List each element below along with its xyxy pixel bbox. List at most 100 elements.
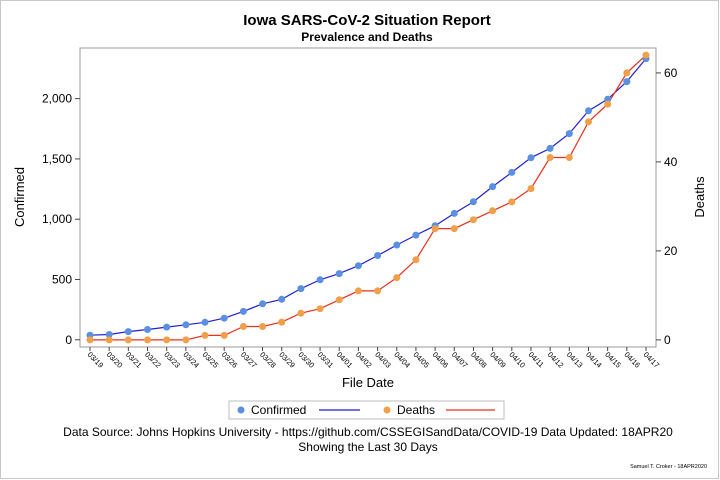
point-deaths [585,118,592,126]
y-left-tick-label: 1,500 [42,152,72,166]
point-deaths [220,331,228,339]
point-confirmed [508,168,516,176]
chart-title: Iowa SARS-CoV-2 Situation Report [243,12,491,29]
point-confirmed [469,198,477,206]
y-right-axis: 0 20 40 60 [656,66,678,347]
x-tick-label: 03/26 [220,350,240,370]
x-tick-label: 03/25 [201,350,221,370]
x-tick-label: 04/03 [373,350,393,370]
x-axis-label: File Date [342,375,394,390]
point-confirmed [450,209,458,217]
point-confirmed [374,252,382,259]
point-confirmed [335,270,343,278]
point-confirmed [412,231,420,239]
point-deaths [527,185,535,193]
legend-confirmed-marker [237,406,245,414]
legend-confirmed-label: Confirmed [251,403,306,417]
x-tick-label: 04/07 [450,350,470,370]
point-confirmed [316,276,324,284]
point-deaths [124,336,132,344]
x-tick-label: 04/17 [642,350,662,370]
x-tick-label: 04/04 [392,350,412,370]
legend-deaths-label: Deaths [397,403,435,417]
point-deaths [393,274,401,282]
data-source-note: Data Source: Johns Hopkins University - … [63,425,673,439]
point-deaths [259,323,267,330]
author-credit: Samuel T. Croker - 18APR2020 [630,464,707,470]
point-confirmed [163,323,171,331]
x-tick-label: 03/29 [277,350,297,370]
point-deaths [412,256,420,264]
point-confirmed [259,300,267,308]
x-tick-label: 04/08 [469,350,489,370]
x-tick-label: 04/16 [622,350,642,370]
x-tick-label: 03/22 [143,350,163,370]
y-left-tick-label: 0 [65,333,72,347]
point-confirmed [354,262,362,270]
series-line-deaths [90,54,647,341]
point-deaths [144,336,151,344]
chart-subtitle: Prevalence and Deaths [301,30,433,44]
series-lines [89,54,647,341]
point-deaths [469,216,477,224]
point-confirmed [124,328,132,336]
point-confirmed [604,95,612,103]
legend: Confirmed Deaths [228,400,505,420]
x-tick-label: 03/23 [162,350,182,370]
point-confirmed [623,78,631,86]
legend-deaths-marker [383,406,391,414]
point-deaths [354,287,362,295]
x-tick-label: 04/14 [584,350,604,370]
y-right-tick-label: 40 [664,155,678,169]
x-tick-label: 04/10 [507,350,527,370]
x-tick-label: 04/11 [527,350,546,369]
point-confirmed [546,144,554,152]
x-tick-label: 04/12 [546,350,566,370]
point-deaths [374,287,382,295]
point-confirmed [278,295,286,303]
point-deaths [565,154,573,161]
point-confirmed [297,285,305,293]
x-tick-label: 03/20 [105,350,125,370]
point-deaths [335,296,343,304]
window-note: Showing the Last 30 Days [298,440,437,454]
y-left-axis-label: Confirmed [12,167,27,227]
x-tick-label: 03/24 [181,350,201,370]
point-deaths [508,198,516,206]
y-right-axis-label: Deaths [692,176,707,218]
point-deaths [297,309,305,317]
legend-box [228,400,505,420]
point-deaths [278,318,286,326]
y-left-tick-label: 500 [52,272,72,286]
x-tick-label: 04/06 [431,350,451,370]
x-tick-label: 03/27 [239,350,259,370]
point-confirmed [565,130,573,138]
point-confirmed [105,331,113,338]
point-deaths [201,331,209,339]
plot-area [79,47,657,348]
series-markers [86,51,650,344]
x-tick-label: 04/13 [565,350,585,370]
point-deaths [182,336,190,344]
x-tick-label: 03/21 [124,350,144,370]
x-tick-label: 03/31 [316,350,336,370]
point-confirmed [489,183,497,191]
x-tick-label: 04/09 [488,350,508,370]
point-deaths [546,154,554,161]
point-confirmed [201,318,209,326]
point-confirmed [527,154,535,162]
y-left-tick-label: 1,000 [42,212,72,226]
x-tick-label: 04/15 [603,350,623,370]
point-deaths [489,207,497,215]
point-confirmed [585,107,592,115]
point-deaths [642,51,650,59]
point-deaths [623,69,631,77]
x-tick-label: 04/01 [335,350,355,370]
point-confirmed [182,321,190,329]
point-deaths [604,100,612,108]
point-confirmed [220,314,228,322]
point-confirmed [393,241,401,249]
x-tick-label: 04/02 [354,350,374,370]
